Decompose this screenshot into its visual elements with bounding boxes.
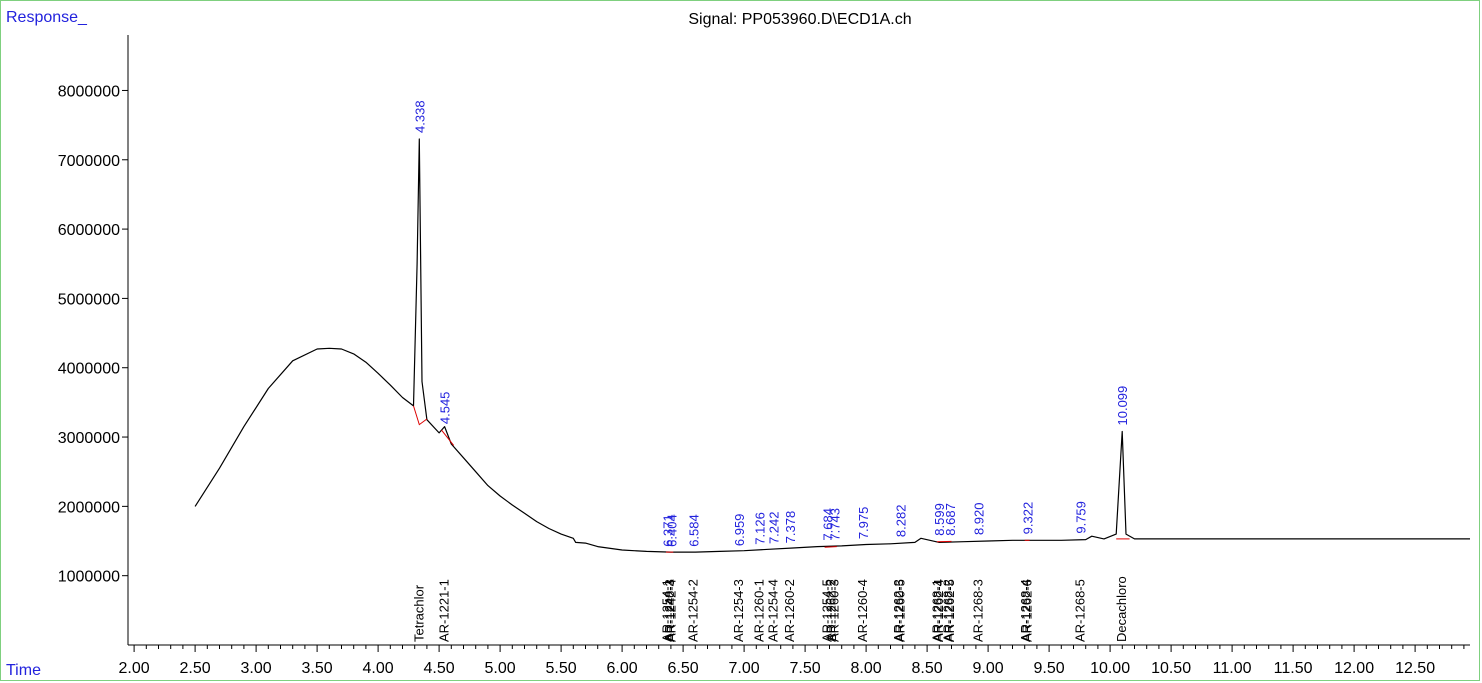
compound-label: AR-1242-4: [663, 579, 678, 642]
baseline-segments-group: [413, 405, 1130, 553]
peak-retention-label: 6.584: [686, 514, 701, 547]
peak-retention-label: 10.099: [1115, 386, 1130, 426]
integration-baseline: [824, 546, 837, 548]
x-tick-label: 4.50: [424, 660, 455, 677]
y-tick-label: 7000000: [58, 153, 120, 170]
compound-label: AR-1221-1: [437, 579, 452, 642]
x-tick-label: 10.00: [1090, 660, 1130, 677]
y-ticks-group: 1000000 2000000 3000000 4000000 5000000 60000…: [58, 83, 128, 586]
compound-label: AR-1254-1: [659, 579, 674, 642]
compound-label: AR-1268-4: [1018, 579, 1033, 642]
y-tick-label: 3000000: [58, 430, 120, 447]
peak-retention-label: 7.975: [856, 507, 871, 540]
x-tick-label: 5.00: [485, 660, 516, 677]
x-tick-label: 12.50: [1395, 660, 1435, 677]
peak-retention-label: 4.338: [412, 100, 427, 133]
peak-retention-label: 7.684: [821, 508, 836, 541]
peak-retention-label: 7.242: [767, 511, 782, 544]
peak-retention-label: 7.378: [783, 511, 798, 544]
compound-label: AR-1268-1: [929, 579, 944, 642]
x-tick-label: 2.50: [180, 660, 211, 677]
peak-retention-label: 8.282: [894, 505, 909, 538]
x-ticks-group: 2.00 2.50 3.00 3.50 4.00 4.50 5.00 5.50 6.00 6.50…: [119, 645, 1465, 677]
compound-label: AR-1248-3: [662, 579, 677, 642]
peak-retention-label: 6.959: [732, 514, 747, 547]
compound-label: AR-1262-2: [823, 579, 838, 642]
peak-retention-label: 9.322: [1020, 502, 1035, 535]
compound-label: AR-1262-6: [1019, 579, 1034, 642]
compound-label: AR-1254-4: [766, 579, 781, 642]
x-axis-label: Time: [6, 662, 41, 679]
y-tick-label: 2000000: [58, 499, 120, 516]
x-tick-label: 8.00: [851, 660, 882, 677]
compound-label: AR-1262-3: [891, 579, 906, 642]
x-tick-label: 3.00: [241, 660, 272, 677]
x-tick-label: 6.50: [668, 660, 699, 677]
signal-trace: [194, 138, 1470, 553]
peak-retention-label: 7.126: [752, 512, 767, 545]
x-tick-label: 12.00: [1334, 660, 1374, 677]
peak-retention-label: 6.404: [664, 514, 679, 547]
y-tick-label: 5000000: [58, 291, 120, 308]
peak-retention-label: 6.371: [660, 514, 675, 547]
compound-label: AR-1262-4: [931, 579, 946, 642]
peak-retention-label: 9.759: [1074, 501, 1089, 534]
peak-retention-label: 8.599: [932, 503, 947, 536]
chart-title: Signal: PP053960.D\ECD1A.ch: [688, 11, 911, 28]
traces-group: [194, 138, 1470, 553]
x-tick-label: 10.50: [1151, 660, 1191, 677]
x-tick-label: 2.00: [119, 660, 150, 677]
compound-label: AR-1260-1: [751, 579, 766, 642]
compound-label: AR-1254-3: [731, 579, 746, 642]
x-tick-label: 7.50: [790, 660, 821, 677]
compound-label: AR-1262-5: [942, 579, 957, 642]
peak-retention-label: 4.545: [438, 392, 453, 425]
compound-label: AR-1260-4: [855, 579, 870, 642]
x-tick-label: 5.50: [546, 660, 577, 677]
y-tick-label: 4000000: [58, 361, 120, 378]
x-tick-label: 9.50: [1034, 660, 1065, 677]
x-tick-label: 11.50: [1274, 660, 1313, 677]
compound-label: AR-1254-5: [820, 579, 835, 642]
peak-retention-label: 8.920: [971, 502, 986, 535]
x-tick-label: 6.00: [607, 660, 638, 677]
compound-label: Tetrachlor: [411, 584, 426, 642]
compound-label: AR-1260-2: [782, 579, 797, 642]
compound-label: AR-1268-2: [940, 579, 955, 642]
x-tick-label: 8.50: [912, 660, 943, 677]
compound-label: AR-1260-5: [893, 579, 908, 642]
compound-labels-group: Tetrachlor AR-1221-1 AR-1254-1AR-1248-3AR-…: [411, 576, 1129, 642]
y-tick-label: 6000000: [58, 222, 120, 239]
x-tick-label: 7.00: [729, 660, 760, 677]
integration-baseline: [441, 429, 455, 446]
x-tick-label: 11.00: [1213, 660, 1252, 677]
peak-retention-label: 7.743: [828, 508, 843, 541]
compound-label: AR-1260-3: [827, 579, 842, 642]
peak-retention-label: 8.687: [943, 503, 958, 536]
compound-label: AR-1268-5: [1073, 579, 1088, 642]
compound-label: AR-1254-2: [685, 579, 700, 642]
integration-baseline: [413, 405, 428, 426]
y-tick-label: 1000000: [58, 569, 120, 586]
x-tick-label: 9.00: [973, 660, 1004, 677]
y-axis-label: Response_: [6, 9, 88, 26]
compound-label: Decachloro: [1114, 576, 1129, 642]
x-tick-label: 3.50: [302, 660, 333, 677]
x-tick-label: 4.00: [363, 660, 394, 677]
compound-label: AR-1268-3: [970, 579, 985, 642]
y-tick-label: 8000000: [58, 83, 120, 100]
